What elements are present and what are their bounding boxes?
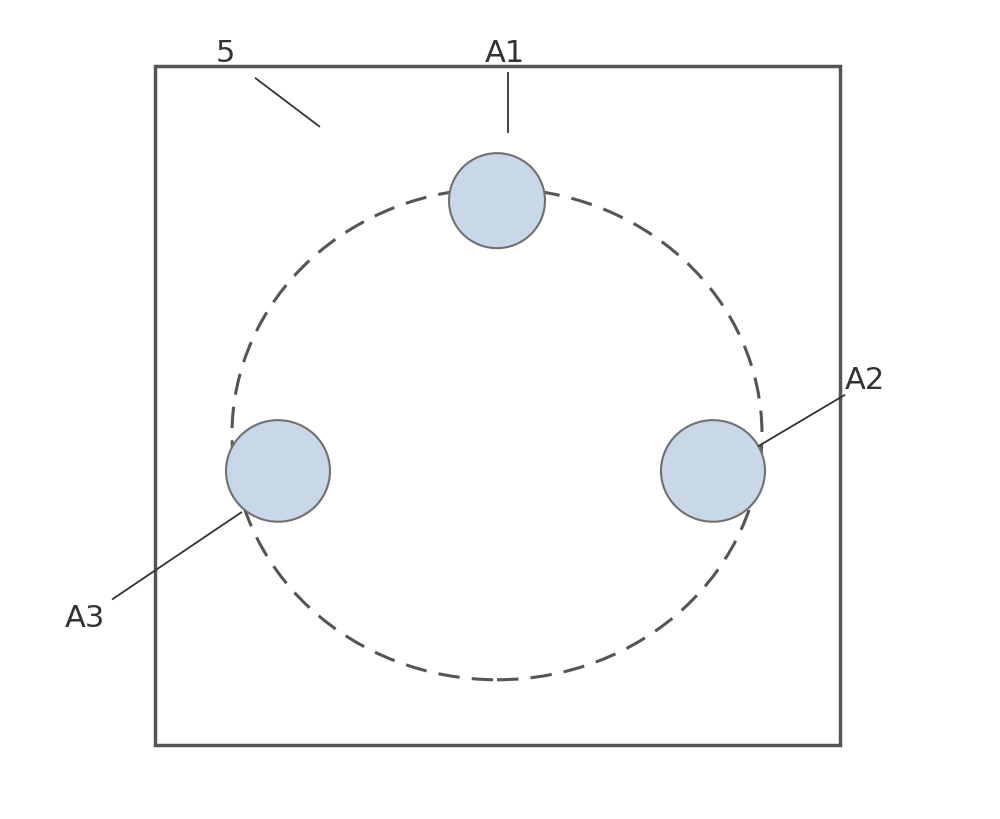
Text: 5: 5 [215, 38, 235, 68]
Text: A1: A1 [485, 38, 525, 68]
Ellipse shape [226, 420, 330, 522]
Ellipse shape [661, 420, 765, 522]
FancyBboxPatch shape [155, 66, 840, 745]
Text: A2: A2 [845, 366, 885, 396]
Text: A3: A3 [65, 604, 105, 633]
Ellipse shape [449, 153, 545, 248]
